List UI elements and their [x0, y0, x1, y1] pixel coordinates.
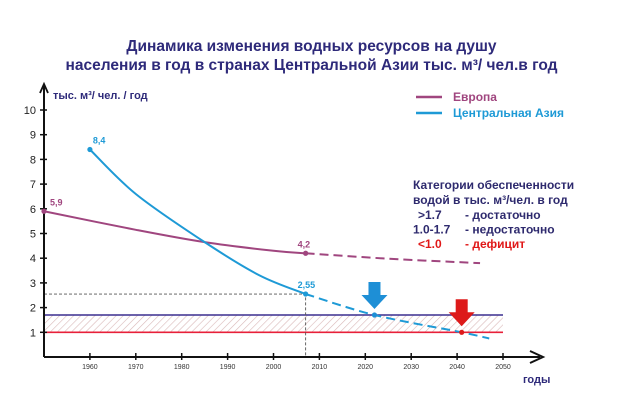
data-point	[303, 291, 309, 297]
category-range: <1.0	[418, 237, 442, 251]
categories-heading: водой в тыс. м³/чел. в год	[413, 193, 568, 207]
marker-point	[371, 312, 378, 318]
x-tick-label: 2010	[312, 364, 328, 371]
y-tick-label: 7	[30, 179, 36, 191]
data-point	[303, 250, 309, 256]
legend-label-1: Центральная Азия	[453, 106, 564, 120]
y-axis-arrow-icon	[39, 81, 49, 94]
x-tick-label: 2040	[449, 364, 465, 371]
series-forecast-line-1	[305, 293, 490, 340]
category-label: - достаточно	[465, 208, 541, 222]
down-arrow-icon	[361, 282, 388, 310]
x-tick-label: 1990	[220, 364, 236, 371]
insufficient-zone	[44, 315, 503, 333]
chart-title-line-2: населения в год в странах Центральной Аз…	[65, 57, 558, 74]
x-tick-label: 2050	[495, 364, 511, 371]
y-tick-label: 2	[30, 303, 36, 315]
y-tick-label: 9	[30, 130, 36, 142]
x-tick-label: 1970	[128, 364, 144, 371]
y-tick-label: 6	[30, 204, 36, 216]
y-tick-label: 4	[30, 253, 36, 265]
x-tick-label: 1980	[174, 364, 190, 371]
x-axis-label: годы	[523, 374, 550, 386]
data-point	[87, 146, 93, 153]
category-label: - недостаточно	[465, 223, 555, 237]
data-label: 5,9	[50, 197, 63, 207]
data-label: 2,55	[298, 280, 316, 290]
data-label: 4,2	[298, 239, 311, 249]
legend-label-0: Европа	[453, 90, 497, 104]
x-tick-label: 2030	[403, 364, 419, 371]
x-tick-label: 1960	[82, 364, 98, 371]
category-range: 1.0-1.7	[413, 223, 451, 237]
y-tick-label: 3	[30, 278, 36, 290]
x-tick-label: 2020	[358, 364, 374, 371]
category-label: - дефицит	[465, 237, 525, 251]
x-axis-arrow-icon	[529, 350, 546, 364]
x-tick-label: 2000	[266, 364, 282, 371]
data-label: 8,4	[93, 136, 106, 146]
category-range: >1.7	[418, 208, 442, 222]
marker-point	[459, 329, 465, 335]
data-point	[41, 208, 47, 214]
y-tick-label: 5	[30, 229, 36, 241]
y-tick-label: 10	[24, 105, 36, 117]
y-tick-label: 1	[30, 327, 36, 339]
y-axis-label: тыс. м³/ чел. / год	[53, 90, 148, 102]
categories-heading: Категории обеспеченности	[413, 178, 574, 192]
series-line-1	[89, 148, 307, 295]
y-tick-label: 8	[30, 154, 36, 166]
series-line-0	[43, 210, 306, 255]
chart-title-line-1: Динамика изменения водных ресурсов на ду…	[126, 38, 497, 55]
down-arrow-icon	[448, 299, 475, 327]
series-forecast-line-0	[305, 252, 481, 265]
